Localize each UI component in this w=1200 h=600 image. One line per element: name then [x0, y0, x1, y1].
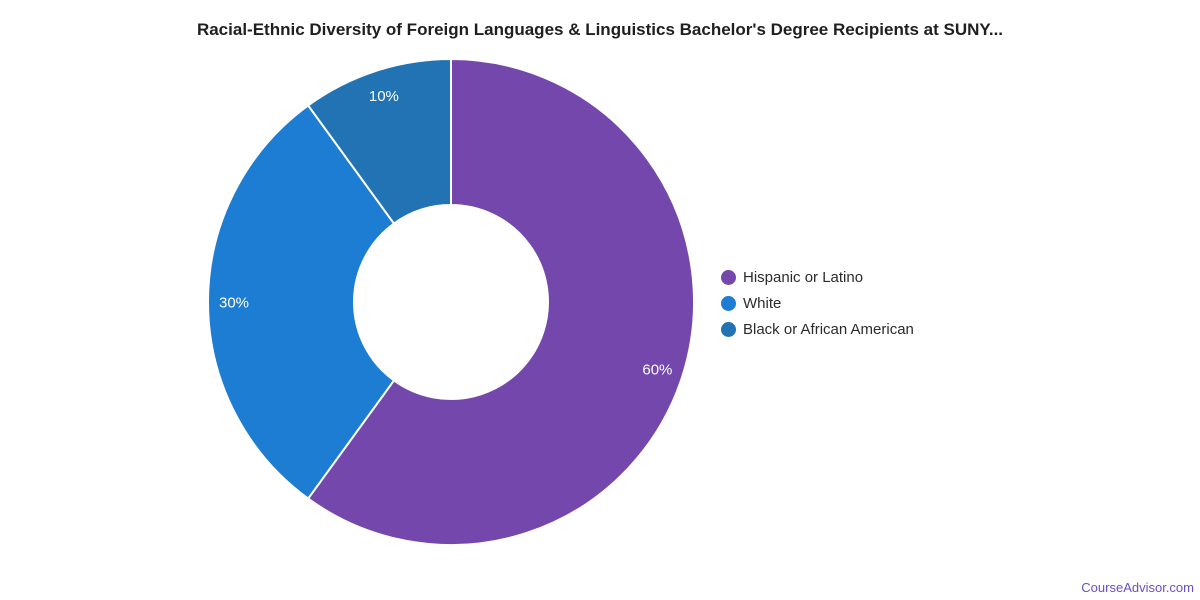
legend-marker-icon	[721, 321, 736, 337]
legend-item-black-or-african-american[interactable]: Black or African American	[721, 316, 914, 342]
legend-item-white[interactable]: White	[721, 290, 914, 316]
legend-label: Black or African American	[743, 320, 914, 338]
pie-slice-black-or-african-american[interactable]	[307, 58, 452, 225]
legend: Hispanic or Latino White Black or Africa…	[721, 264, 914, 342]
legend-item-hispanic-or-latino[interactable]: Hispanic or Latino	[721, 264, 914, 290]
courseadvisor-link[interactable]: CourseAdvisor.com	[1081, 580, 1194, 595]
legend-label: White	[743, 294, 782, 312]
legend-marker-icon	[721, 269, 736, 285]
pie-slice-hispanic-or-latino[interactable]	[307, 58, 695, 546]
chart-title: Racial-Ethnic Diversity of Foreign Langu…	[196, 20, 1004, 39]
pie-slice-white[interactable]	[207, 104, 395, 500]
legend-marker-icon	[721, 295, 736, 311]
legend-label: Hispanic or Latino	[743, 268, 864, 286]
